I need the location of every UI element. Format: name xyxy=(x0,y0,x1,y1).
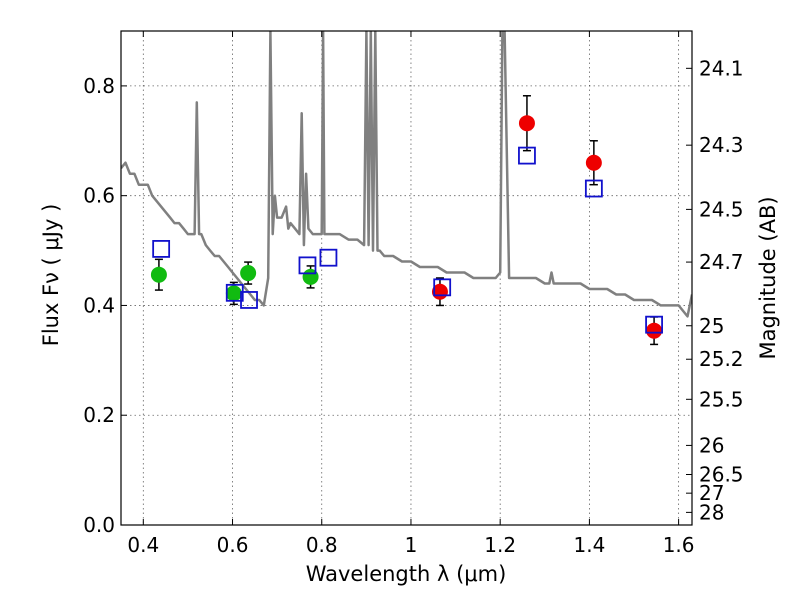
right-tick-label: 25.2 xyxy=(699,347,744,371)
right-tick-label: 24.7 xyxy=(699,250,744,274)
right-tick-label: 28 xyxy=(699,500,724,524)
right-tick-label: 24.3 xyxy=(699,133,744,157)
y-tick-label: 0.4 xyxy=(83,293,115,317)
grid-lines xyxy=(121,31,692,526)
data-point xyxy=(646,322,663,339)
model-point xyxy=(240,291,258,309)
x-tick-label: 1.2 xyxy=(484,533,516,557)
x-axis: 0.4 0.6 0.8 1 1.2 1.4 1.6 xyxy=(127,31,695,557)
model-point xyxy=(518,146,536,165)
y-tick-label: 0.6 xyxy=(83,184,115,208)
model-point xyxy=(645,315,663,334)
y-axis-label: Flux Fν ( μJy ) xyxy=(39,204,63,347)
data-point xyxy=(585,154,602,171)
model-point xyxy=(433,278,452,297)
model-point xyxy=(319,248,338,267)
x-axis-label: Wavelength λ (μm) xyxy=(306,562,507,586)
y-tick-label: 0.2 xyxy=(83,403,115,427)
x-tick-label: 1 xyxy=(405,533,418,557)
right-axis-label: Magnitude (AB) xyxy=(756,196,780,359)
x-tick-label: 1.6 xyxy=(663,533,695,557)
y-tick-label: 0.8 xyxy=(83,74,115,98)
data-point xyxy=(240,265,257,282)
model-point xyxy=(152,240,171,258)
right-tick-label: 24.5 xyxy=(699,197,744,221)
model-point xyxy=(584,179,603,198)
spectrum-line xyxy=(121,31,692,318)
x-tick-label: 1.4 xyxy=(573,533,605,557)
x-tick-label: 0.8 xyxy=(306,533,338,557)
data-point xyxy=(225,285,242,302)
plot-frame xyxy=(120,30,693,526)
y-axis-left: 0.0 0.2 0.4 0.6 0.8 xyxy=(83,74,127,537)
right-tick-label: 25.5 xyxy=(699,387,744,411)
right-tick-label: 27 xyxy=(699,481,724,505)
right-tick-label: 25 xyxy=(699,314,724,338)
data-point xyxy=(518,115,535,132)
model-point xyxy=(298,256,317,275)
right-tick-label: 26.5 xyxy=(699,463,744,487)
y-tick-label: 0.0 xyxy=(83,513,115,537)
data-point xyxy=(150,266,167,283)
plot-area xyxy=(121,31,692,346)
x-tick-label: 0.6 xyxy=(217,533,249,557)
right-tick-label: 26 xyxy=(699,433,724,457)
right-tick-label: 24.1 xyxy=(699,56,744,80)
x-tick-label: 0.4 xyxy=(127,533,159,557)
